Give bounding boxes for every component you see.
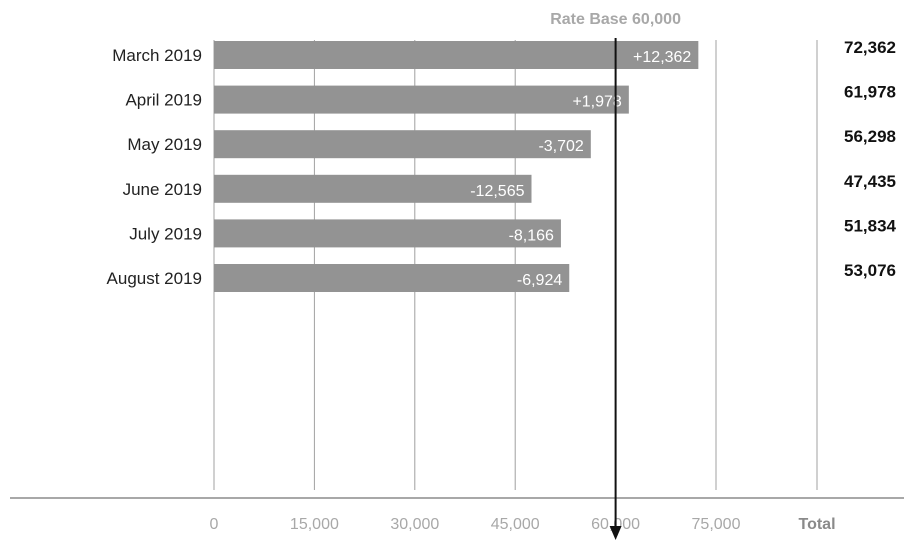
difference-label: +1,978 bbox=[572, 94, 621, 111]
reference-arrowhead bbox=[609, 526, 622, 540]
category-label: May 2019 bbox=[127, 135, 202, 154]
difference-label: -12,565 bbox=[470, 183, 524, 200]
x-tick-label: 75,000 bbox=[692, 516, 741, 533]
bar bbox=[214, 85, 629, 114]
bar bbox=[214, 174, 532, 203]
x-tick-label: 45,000 bbox=[491, 516, 540, 533]
category-label: June 2019 bbox=[123, 180, 202, 199]
total-column-label: Total bbox=[798, 516, 835, 533]
category-label: March 2019 bbox=[112, 46, 202, 65]
category-label: April 2019 bbox=[125, 91, 202, 110]
total-value: 47,435 bbox=[844, 172, 896, 191]
x-tick-label: 0 bbox=[210, 516, 219, 533]
difference-label: -6,924 bbox=[517, 272, 562, 289]
total-value: 61,978 bbox=[844, 83, 896, 102]
x-tick-label: 30,000 bbox=[390, 516, 439, 533]
bar bbox=[214, 219, 561, 248]
difference-label: +12,362 bbox=[633, 49, 691, 66]
difference-label: -3,702 bbox=[538, 138, 583, 155]
reference-label: Rate Base 60,000 bbox=[550, 11, 681, 28]
bar bbox=[214, 41, 699, 69]
total-value: 72,362 bbox=[844, 38, 896, 57]
bar bbox=[214, 130, 591, 159]
category-label: August 2019 bbox=[107, 269, 202, 288]
total-value: 51,834 bbox=[844, 216, 897, 235]
bar bbox=[214, 264, 570, 292]
x-tick-label: 15,000 bbox=[290, 516, 339, 533]
category-label: July 2019 bbox=[129, 224, 202, 243]
total-value: 56,298 bbox=[844, 127, 896, 146]
total-value: 53,076 bbox=[844, 261, 896, 280]
difference-label: -8,166 bbox=[509, 227, 554, 244]
